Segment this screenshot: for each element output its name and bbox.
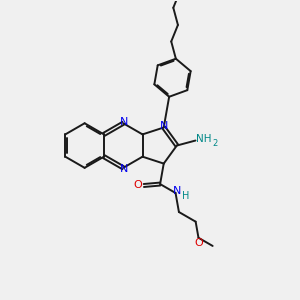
Text: N: N <box>120 117 128 127</box>
Text: N: N <box>120 164 128 174</box>
Text: O: O <box>134 181 142 190</box>
Text: H: H <box>182 191 189 201</box>
Text: N: N <box>173 186 181 196</box>
Text: N: N <box>160 121 169 131</box>
Text: O: O <box>194 238 203 248</box>
Text: NH: NH <box>196 134 212 144</box>
Text: 2: 2 <box>212 139 218 148</box>
